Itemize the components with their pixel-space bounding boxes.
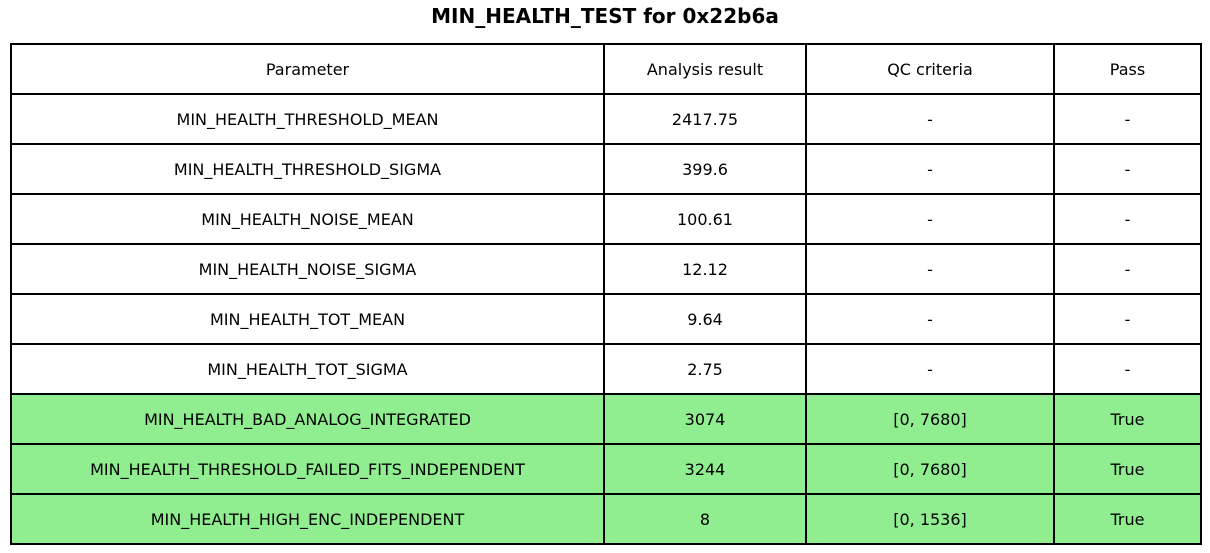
pass-cell: - xyxy=(1053,143,1202,195)
qc-criteria-cell: - xyxy=(805,243,1055,295)
pass-cell: - xyxy=(1053,243,1202,295)
qc-table: Parameter Analysis result QC criteria Pa… xyxy=(10,43,1202,545)
qc-criteria-cell: [0, 1536] xyxy=(805,493,1055,545)
table-row: MIN_HEALTH_NOISE_MEAN 100.61- - xyxy=(10,193,1202,245)
parameter-cell: MIN_HEALTH_THRESHOLD_MEAN xyxy=(10,93,605,145)
analysis-result-cell: 9.64 xyxy=(603,293,807,345)
table-row: MIN_HEALTH_THRESHOLD_MEAN 2417.75- - xyxy=(10,93,1202,145)
table-header: Parameter Analysis result QC criteria Pa… xyxy=(10,43,1202,95)
pass-cell: - xyxy=(1053,293,1202,345)
qc-criteria-cell: [0, 7680] xyxy=(805,393,1055,445)
table-body: MIN_HEALTH_THRESHOLD_MEAN 2417.75- - MIN_HE… xyxy=(10,93,1202,545)
header-parameter: Parameter xyxy=(10,43,605,95)
pass-cell: True xyxy=(1053,443,1202,495)
parameter-cell: MIN_HEALTH_THRESHOLD_FAILED_FITS_INDEPEN… xyxy=(10,443,605,495)
parameter-cell: MIN_HEALTH_NOISE_SIGMA xyxy=(10,243,605,295)
qc-criteria-cell: - xyxy=(805,343,1055,395)
header-row: Parameter Analysis result QC criteria Pa… xyxy=(10,43,1202,95)
table-row: MIN_HEALTH_BAD_ANALOG_INTEGRATED 3074 [0, … xyxy=(10,393,1202,445)
parameter-cell: MIN_HEALTH_BAD_ANALOG_INTEGRATED xyxy=(10,393,605,445)
header-analysis-result: Analysis result xyxy=(603,43,807,95)
analysis-result-cell: 8 xyxy=(603,493,807,545)
pass-cell: True xyxy=(1053,493,1202,545)
table-row: MIN_HEALTH_NOISE_SIGMA 12.12- - xyxy=(10,243,1202,295)
table-row: MIN_HEALTH_HIGH_ENC_INDEPENDENT 8 [0, 1536… xyxy=(10,493,1202,545)
header-qc-criteria: QC criteria xyxy=(805,43,1055,95)
qc-criteria-cell: - xyxy=(805,293,1055,345)
analysis-result-cell: 2417.75 xyxy=(603,93,807,145)
pass-cell: True xyxy=(1053,393,1202,445)
analysis-result-cell: 399.6 xyxy=(603,143,807,195)
table-row: MIN_HEALTH_TOT_MEAN 9.64- - xyxy=(10,293,1202,345)
page-title: MIN_HEALTH_TEST for 0x22b6a xyxy=(431,4,779,28)
qc-criteria-cell: [0, 7680] xyxy=(805,443,1055,495)
table-row: MIN_HEALTH_TOT_SIGMA 2.75- - xyxy=(10,343,1202,395)
parameter-cell: MIN_HEALTH_TOT_MEAN xyxy=(10,293,605,345)
parameter-cell: MIN_HEALTH_THRESHOLD_SIGMA xyxy=(10,143,605,195)
parameter-cell: MIN_HEALTH_NOISE_MEAN xyxy=(10,193,605,245)
analysis-result-cell: 3244 xyxy=(603,443,807,495)
table-row: MIN_HEALTH_THRESHOLD_FAILED_FITS_INDEPEN… xyxy=(10,443,1202,495)
qc-criteria-cell: - xyxy=(805,93,1055,145)
qc-criteria-cell: - xyxy=(805,143,1055,195)
analysis-result-cell: 2.75 xyxy=(603,343,807,395)
header-pass: Pass xyxy=(1053,43,1202,95)
pass-cell: - xyxy=(1053,343,1202,395)
analysis-result-cell: 12.12 xyxy=(603,243,807,295)
analysis-result-cell: 3074 xyxy=(603,393,807,445)
parameter-cell: MIN_HEALTH_HIGH_ENC_INDEPENDENT xyxy=(10,493,605,545)
analysis-result-cell: 100.61 xyxy=(603,193,807,245)
pass-cell: - xyxy=(1053,93,1202,145)
qc-criteria-cell: - xyxy=(805,193,1055,245)
pass-cell: - xyxy=(1053,193,1202,245)
table-row: MIN_HEALTH_THRESHOLD_SIGMA 399.6- - xyxy=(10,143,1202,195)
parameter-cell: MIN_HEALTH_TOT_SIGMA xyxy=(10,343,605,395)
